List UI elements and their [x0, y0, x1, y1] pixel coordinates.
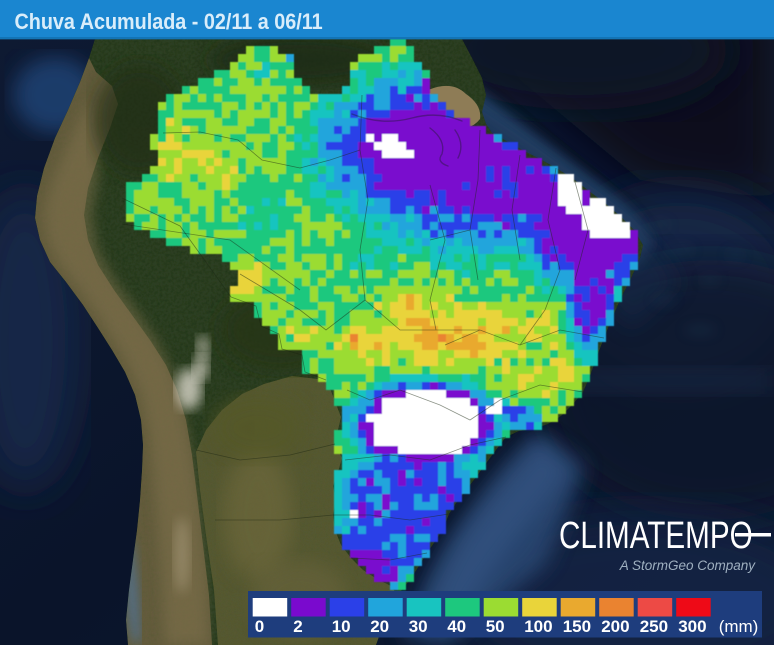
svg-text:50: 50 [486, 617, 505, 636]
svg-text:0: 0 [255, 617, 264, 636]
svg-text:A StormGeo Company: A StormGeo Company [619, 558, 757, 573]
svg-text:CLIMATEMPO: CLIMATEMPO [559, 515, 753, 557]
svg-text:Chuva Acumulada - 02/11 a 06/1: Chuva Acumulada - 02/11 a 06/11 [15, 10, 324, 34]
svg-text:150: 150 [563, 617, 591, 636]
svg-text:100: 100 [524, 617, 552, 636]
svg-text:30: 30 [409, 617, 428, 636]
svg-text:(mm): (mm) [719, 617, 759, 636]
svg-text:250: 250 [640, 617, 668, 636]
svg-text:40: 40 [447, 617, 466, 636]
svg-text:200: 200 [601, 617, 629, 636]
svg-text:10: 10 [332, 617, 351, 636]
svg-text:300: 300 [678, 617, 706, 636]
svg-text:2: 2 [293, 617, 302, 636]
svg-text:20: 20 [370, 617, 389, 636]
